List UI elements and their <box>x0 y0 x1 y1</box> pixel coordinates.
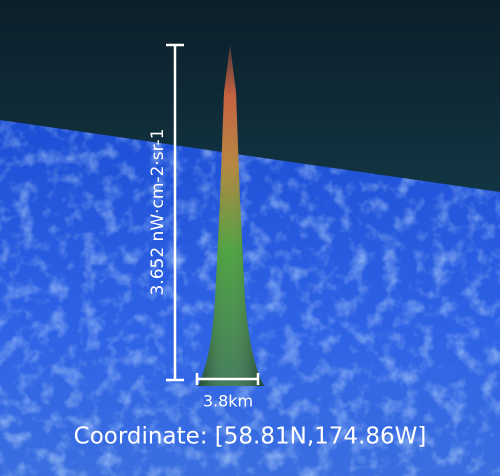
visualization: 3.652 nW·cm-2·sr-1 3.8km Coordinate: [58… <box>0 0 500 476</box>
coordinate-label: Coordinate: [58.81N,174.86W] <box>74 424 427 450</box>
scale-label: 3.652 nW·cm-2·sr-1 <box>148 128 168 295</box>
width-label: 3.8km <box>203 392 253 411</box>
page: 3.652 nW·cm-2·sr-1 3.8km Coordinate: [58… <box>0 0 500 476</box>
